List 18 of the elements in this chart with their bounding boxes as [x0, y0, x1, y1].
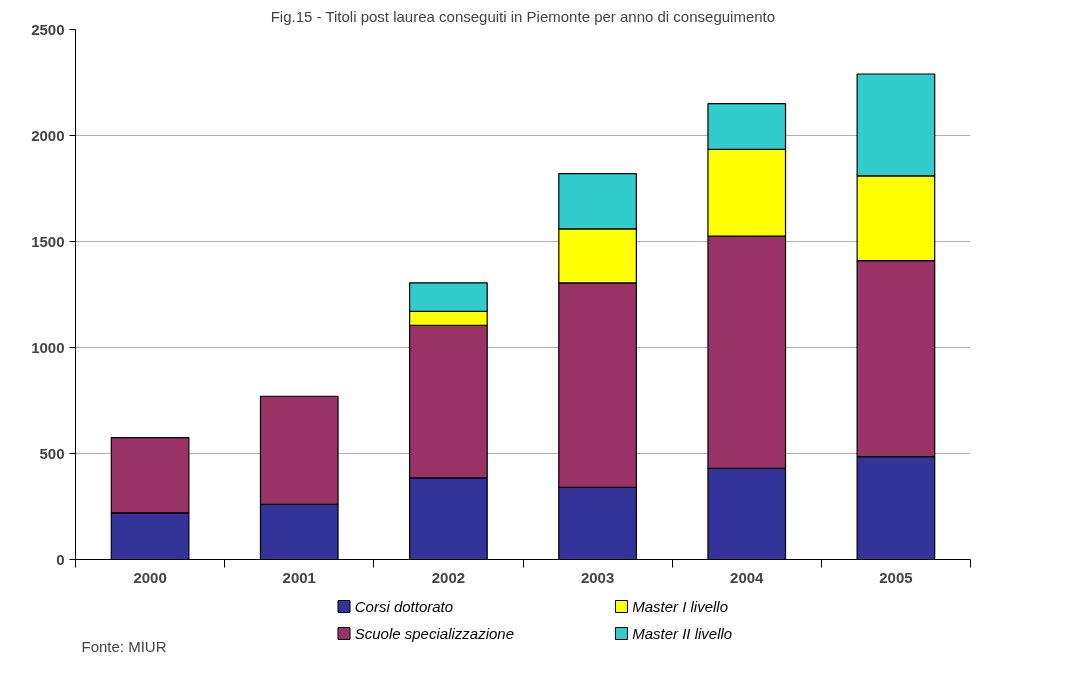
x-tick-label: 2002	[431, 568, 466, 586]
y-tick-label: 2000	[31, 126, 65, 144]
x-tick-label: 2000	[133, 568, 167, 586]
x-tick-label: 2004	[730, 568, 765, 586]
y-tick-label: 0	[56, 550, 65, 568]
legend-label: Corsi dottorato	[354, 598, 454, 615]
x-tick-label: 2005	[879, 568, 913, 586]
y-tick-label: 2500	[31, 20, 65, 38]
legend-label: Master I livello	[632, 598, 729, 615]
legend-label: Scuole specializzazione	[354, 625, 515, 642]
chart-title: Fig.15 - Titoli post laurea conseguiti in Piemonte per anno di conseguimento	[270, 7, 776, 25]
legend-label: Master II livello	[632, 625, 733, 642]
y-tick-label: 500	[39, 444, 65, 462]
x-tick-label: 2001	[282, 568, 316, 586]
y-tick-label: 1500	[31, 232, 65, 250]
source-note: Fonte: MIUR	[81, 637, 167, 655]
x-tick-label: 2003	[580, 568, 615, 586]
y-tick-label: 1000	[31, 338, 65, 356]
